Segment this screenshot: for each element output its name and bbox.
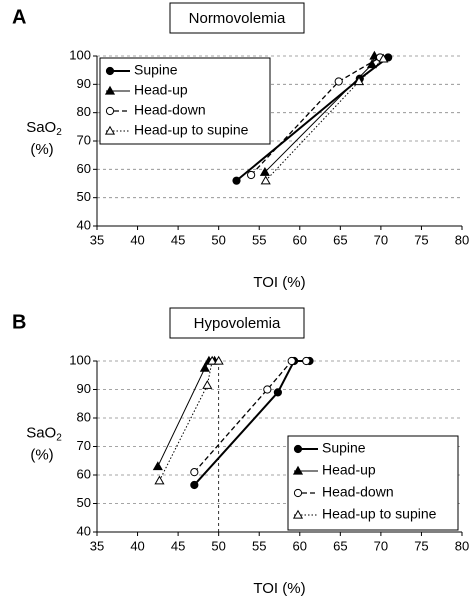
x-tick-label: 45 <box>171 232 185 247</box>
y-tick-label: 60 <box>77 161 91 176</box>
x-axis-label: TOI (%) <box>253 274 305 291</box>
legend-label: Head-down <box>134 102 206 118</box>
y-label-text: SaO <box>26 119 56 136</box>
y-tick-label: 50 <box>77 189 91 204</box>
x-axis-label: TOI (%) <box>253 580 305 597</box>
series-line <box>264 55 375 173</box>
legend-label: Head-up to supine <box>322 506 437 522</box>
marker <box>207 355 218 365</box>
legend-box <box>99 57 271 145</box>
y-label-subscript: 2 <box>56 432 62 443</box>
series-line <box>265 58 384 182</box>
marker <box>273 388 282 397</box>
marker <box>154 475 165 485</box>
y-tick-label: 40 <box>77 523 91 538</box>
y-tick-label: 80 <box>77 104 91 119</box>
series-line <box>193 360 307 473</box>
y-tick-label: 60 <box>77 466 91 481</box>
x-tick-label: 50 <box>211 538 225 553</box>
marker <box>247 170 256 180</box>
y-tick-label: 100 <box>69 47 91 62</box>
y-axis-unit: (%) <box>30 141 53 158</box>
x-tick-label: 55 <box>252 538 266 553</box>
x-tick-label: 70 <box>374 538 388 553</box>
x-tick-label: 65 <box>333 232 347 247</box>
x-tick-label: 80 <box>455 232 469 247</box>
series-line <box>157 360 215 467</box>
legend-label: Supine <box>134 62 178 78</box>
legend-label: Head-up to supine <box>134 122 249 138</box>
legend-marker <box>104 125 116 135</box>
y-tick-label: 70 <box>77 438 91 453</box>
x-tick-label: 40 <box>130 232 144 247</box>
marker <box>199 362 210 372</box>
legend-marker <box>105 106 115 116</box>
legend-marker <box>104 85 116 95</box>
marker <box>287 356 296 366</box>
y-label-text: SaO <box>26 424 56 441</box>
x-tick-label: 55 <box>252 232 266 247</box>
y-tick-label: 40 <box>77 217 91 232</box>
x-tick-label: 35 <box>90 232 104 247</box>
y-label-subscript: 2 <box>56 127 62 138</box>
x-tick-label: 70 <box>374 232 388 247</box>
marker <box>190 480 199 490</box>
legend-marker <box>293 488 303 498</box>
chart-title: Normovolemia <box>189 10 286 27</box>
y-tick-label: 70 <box>77 132 91 147</box>
marker <box>259 166 270 176</box>
x-tick-label: 60 <box>293 232 307 247</box>
marker <box>202 380 213 389</box>
panel-label: A <box>12 6 26 28</box>
x-tick-label: 45 <box>171 538 185 553</box>
legend-label: Head-up <box>134 82 188 98</box>
y-axis-label: SaO2 <box>26 119 62 138</box>
x-tick-label: 75 <box>414 232 428 247</box>
y-tick-label: 90 <box>77 381 91 396</box>
chart-title: Hypovolemia <box>194 315 281 332</box>
legend-label: Head-down <box>322 484 394 500</box>
marker <box>353 76 365 86</box>
marker <box>263 385 272 394</box>
legend-marker <box>105 66 115 76</box>
legend-marker <box>293 444 303 454</box>
x-tick-label: 35 <box>90 538 104 553</box>
marker <box>302 356 311 366</box>
legend-label: Head-up <box>322 462 376 478</box>
legend-marker <box>292 465 304 475</box>
title-box <box>169 307 305 339</box>
x-tick-label: 50 <box>211 232 225 247</box>
y-tick-label: 50 <box>77 495 91 510</box>
y-tick-label: 80 <box>77 409 91 424</box>
marker <box>232 176 241 185</box>
series-line <box>159 360 219 481</box>
x-tick-label: 75 <box>414 538 428 553</box>
legend-box <box>287 435 459 531</box>
x-tick-label: 40 <box>130 538 144 553</box>
legend-label: Supine <box>322 440 366 456</box>
y-tick-label: 100 <box>69 352 91 367</box>
legend-marker <box>292 509 304 519</box>
marker <box>378 53 389 63</box>
marker <box>213 355 224 365</box>
y-axis-unit: (%) <box>30 446 53 463</box>
title-box <box>169 2 305 34</box>
x-tick-label: 60 <box>293 538 307 553</box>
panel-label: B <box>12 311 26 333</box>
marker <box>190 468 199 477</box>
series-line <box>193 360 310 486</box>
y-tick-label: 90 <box>77 76 91 91</box>
marker <box>152 461 163 471</box>
x-tick-label: 65 <box>333 538 347 553</box>
marker <box>260 175 271 185</box>
x-tick-label: 80 <box>455 538 469 553</box>
marker <box>334 77 343 86</box>
y-axis-label: SaO2 <box>26 424 62 443</box>
